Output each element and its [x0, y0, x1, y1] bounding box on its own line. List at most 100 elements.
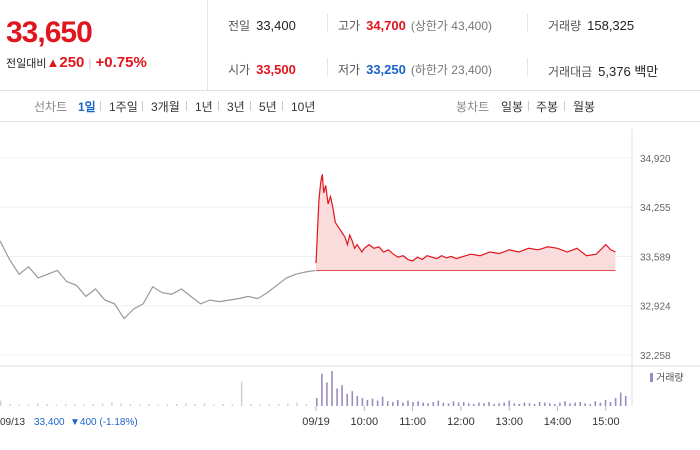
- prev-volume-bar: [157, 404, 159, 406]
- volume-bar: [371, 398, 374, 406]
- volume-bar: [386, 401, 389, 406]
- trade-value: 거래대금 5,376 백만: [548, 61, 658, 80]
- tab-1year[interactable]: 1년: [195, 100, 213, 114]
- divider: [282, 101, 283, 111]
- low-value: 33,250: [366, 62, 406, 77]
- volume-label: 거래량: [548, 19, 582, 33]
- x-tick-label: 09/19: [302, 416, 330, 428]
- open-label: 시가: [228, 63, 251, 77]
- prev-volume-bar: [287, 403, 289, 406]
- today-fill-area: [316, 174, 616, 271]
- prev-volume-bar: [46, 404, 48, 406]
- volume-bar: [614, 397, 617, 406]
- volume-value: 158,325: [587, 18, 635, 33]
- y-tick-label: 32,258: [640, 351, 671, 362]
- current-price: 33,650: [6, 16, 93, 49]
- divider: [327, 58, 328, 76]
- tab-1day[interactable]: 1일: [78, 100, 96, 114]
- volume-bar: [392, 402, 394, 406]
- volume-bar: [402, 402, 404, 406]
- y-tick-label: 34,255: [640, 203, 671, 214]
- prev-day-date: 09/13: [0, 417, 25, 428]
- volume-bar: [422, 402, 424, 406]
- prev-volume-bars: [0, 381, 308, 406]
- volume-bar: [554, 404, 556, 406]
- chart-tabs: 선차트 1일 1주일 3개월 1년 3년 5년 10년 봉차트 일봉 주봉 월봉: [0, 90, 700, 122]
- tab-1week[interactable]: 1주일: [109, 100, 138, 114]
- price-chart: 34,920 34,255 33,589 32,924 32,258 09/19 10:0…: [0, 129, 700, 428]
- divider: [186, 101, 187, 111]
- y-tick-label: 34,920: [640, 154, 671, 165]
- volume-bar: [361, 397, 364, 406]
- prev-close: 전일 33,400: [228, 17, 296, 34]
- divider: [527, 14, 528, 32]
- volume-bar: [493, 404, 495, 406]
- volume-bar: [508, 400, 511, 406]
- volume-bar: [321, 373, 323, 406]
- prev-volume-bar: [194, 404, 196, 406]
- volume-bar: [462, 402, 465, 406]
- trade-value-amount: 5,376 백만: [598, 64, 659, 79]
- volume-bar: [538, 402, 541, 406]
- volume-bar: [336, 388, 338, 406]
- prev-volume-bar: [139, 404, 141, 406]
- volume-bar: [407, 400, 409, 406]
- volume-bar: [609, 402, 612, 406]
- quote-panel: 33,650 전일대비▲250 | +0.75% 전일 33,400 시가 33,500…: [0, 0, 700, 91]
- prev-volume-bar: [296, 402, 298, 406]
- volume-bar: [326, 382, 328, 406]
- volume: 거래량 158,325: [548, 17, 634, 34]
- volume-bar: [397, 399, 399, 406]
- volume-bar: [437, 400, 440, 406]
- volume-bar: [619, 392, 622, 406]
- divider: [527, 58, 528, 76]
- volume-bar: [543, 402, 546, 406]
- volume-bar: [442, 402, 445, 406]
- tab-3month[interactable]: 3개월: [151, 100, 180, 114]
- upper-limit: (상한가 43,400): [410, 19, 493, 33]
- volume-bar: [589, 404, 592, 406]
- up-triangle-icon: ▲: [46, 55, 60, 70]
- volume-bar: [417, 401, 419, 406]
- volume-bar: [457, 402, 460, 406]
- trade-value-label: 거래대금: [548, 65, 593, 79]
- volume-bar: [366, 399, 369, 406]
- volume-bar: [473, 404, 475, 406]
- volume-bar: [427, 403, 429, 406]
- high-price: 고가 34,700 (상한가 43,400): [338, 17, 492, 34]
- volume-bar: [579, 402, 581, 406]
- tab-3year[interactable]: 3년: [227, 100, 245, 114]
- divider: [528, 101, 529, 111]
- tab-monthly-candle[interactable]: 월봉: [573, 100, 596, 114]
- tab-daily-candle[interactable]: 일봉: [501, 100, 524, 114]
- prev-day-close: 33,400: [34, 417, 65, 428]
- volume-bar: [483, 403, 485, 406]
- prev-volume-bar: [259, 404, 261, 406]
- prev-volume-bar: [101, 403, 104, 406]
- prev-volume-bar: [18, 404, 20, 406]
- volume-bar: [518, 404, 521, 406]
- prev-volume-bar: [129, 404, 132, 406]
- volume-bar: [559, 402, 561, 406]
- candle-chart-label: 봉차트: [456, 100, 490, 114]
- tab-weekly-candle[interactable]: 주봉: [536, 100, 559, 114]
- prev-close-label: 전일: [228, 19, 251, 33]
- volume-bar: [523, 402, 526, 406]
- volume-bar: [331, 371, 333, 406]
- high-label: 고가: [338, 19, 361, 33]
- prev-volume-bar: [213, 404, 215, 406]
- volume-bar: [498, 403, 500, 406]
- volume-bar: [412, 402, 414, 406]
- divider: [250, 101, 251, 111]
- tab-5year[interactable]: 5년: [259, 100, 277, 114]
- volume-bar: [503, 402, 505, 406]
- prev-volume-bar: [0, 400, 2, 406]
- tab-10year[interactable]: 10년: [291, 100, 316, 114]
- volume-bar: [478, 402, 480, 406]
- prev-volume-bar: [277, 404, 280, 406]
- volume-bar: [376, 400, 379, 406]
- volume-bar: [604, 399, 607, 406]
- change-label: 전일대비: [6, 58, 47, 70]
- prev-volume-bar: [111, 402, 113, 406]
- prev-volume-bar: [240, 381, 243, 406]
